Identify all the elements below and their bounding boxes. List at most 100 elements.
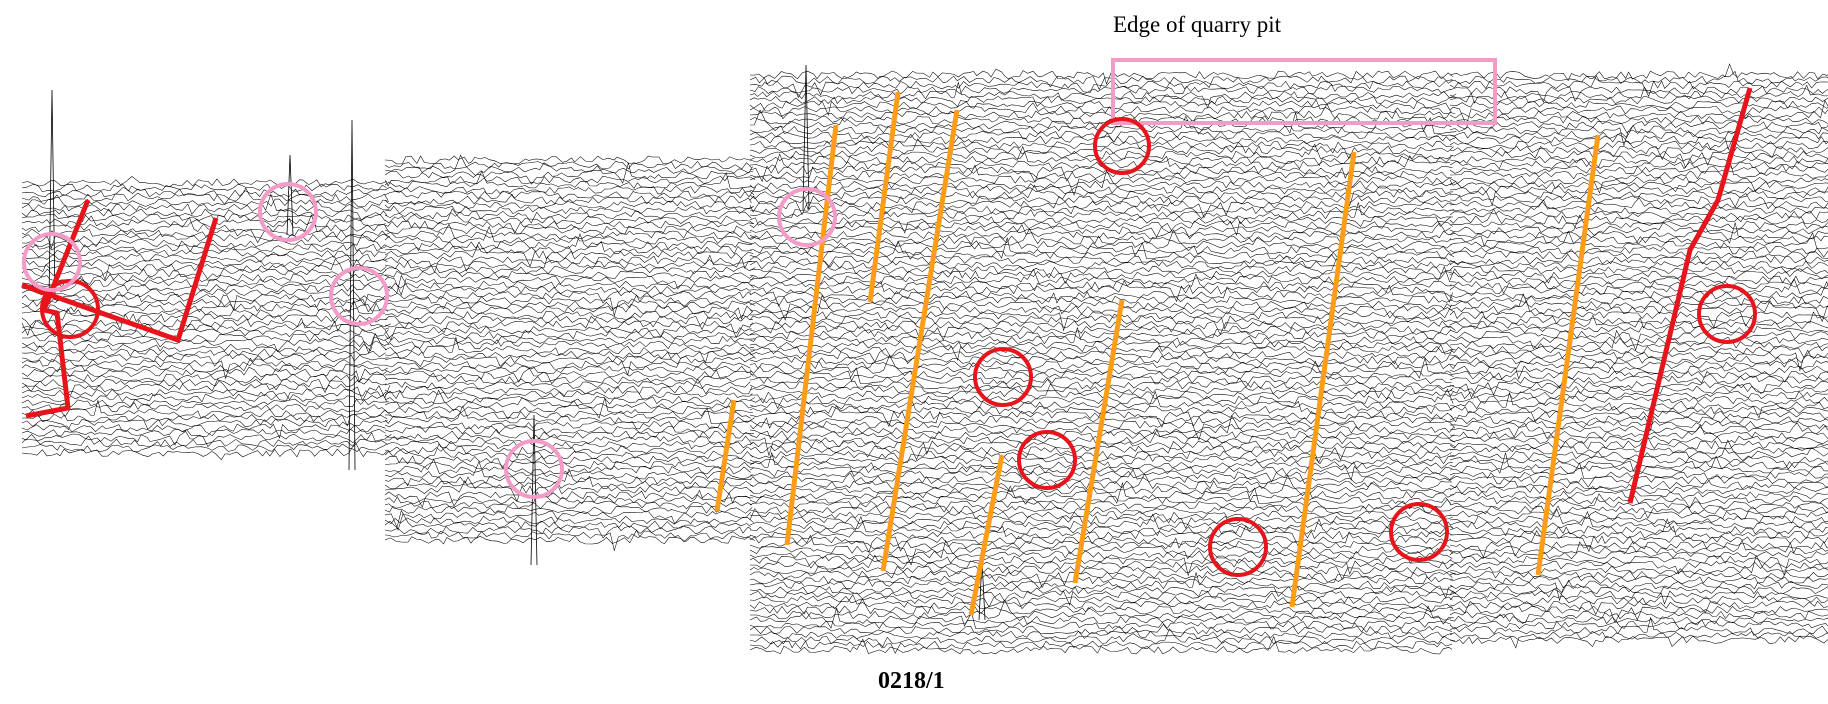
trace-line [1449, 125, 1828, 147]
trace-line [384, 355, 755, 368]
trace-line [384, 270, 754, 279]
trace-line [384, 193, 752, 205]
trace-line [384, 325, 752, 341]
trace-line [749, 237, 1451, 260]
trace-line [1449, 493, 1828, 510]
trace-line [21, 176, 388, 188]
orange-line-1 [714, 399, 737, 512]
trace-line [749, 409, 1454, 429]
trace-line [1449, 595, 1828, 606]
trace-line [1449, 635, 1828, 648]
trace-line [749, 360, 1456, 370]
trace-line [1449, 614, 1828, 625]
trace-line [21, 423, 386, 439]
trace-line [1449, 415, 1828, 431]
trace-line [384, 420, 751, 433]
trace-line [1449, 600, 1828, 616]
trace-line [749, 260, 1451, 270]
trace-line [749, 385, 1454, 395]
trace-line [1449, 325, 1828, 335]
orange-line-5 [968, 454, 1005, 616]
trace-line [384, 360, 751, 376]
trace-line [384, 225, 752, 235]
trace-line [21, 353, 389, 367]
trace-line [1449, 350, 1828, 372]
trace-line [1449, 214, 1828, 236]
trace-line [21, 299, 386, 324]
trace-line [1449, 95, 1828, 105]
trace-line [749, 465, 1453, 481]
trace-line [384, 185, 757, 198]
trace-line [21, 318, 391, 336]
trace-line [1449, 63, 1828, 82]
trace-line [749, 585, 1456, 598]
red-circle-5 [1208, 517, 1268, 577]
trace-line [21, 297, 391, 313]
trace-line [21, 418, 388, 431]
trace-line [21, 234, 387, 250]
trace-line [21, 392, 387, 403]
trace-line [1449, 146, 1828, 169]
trace-line [1449, 70, 1828, 85]
trace-line [749, 340, 1452, 353]
trace-line [749, 598, 1453, 615]
trace-line [21, 273, 389, 285]
trace-line [384, 389, 755, 411]
trace-line [749, 566, 1456, 589]
trace-line [749, 240, 1455, 260]
trace-line [749, 498, 1452, 513]
pink-circle-4 [777, 187, 837, 247]
trace-line [384, 510, 752, 531]
trace-line [1449, 380, 1828, 399]
trace-line [749, 513, 1454, 530]
trace-line [749, 169, 1452, 190]
trace-line [749, 265, 1457, 285]
trace-line [1449, 560, 1828, 575]
trace-line [384, 220, 755, 234]
trace-line [749, 133, 1451, 145]
trace-line [749, 79, 1453, 99]
quarry-pit-label: Edge of quarry pit [1113, 12, 1281, 37]
quarry-pit-outline [1111, 58, 1497, 125]
trace-line [1449, 554, 1828, 575]
trace-line [1449, 278, 1828, 295]
trace-line [1449, 490, 1828, 500]
trace-line [1449, 268, 1828, 285]
trace-line [1450, 601, 1828, 624]
trace-line [384, 190, 755, 200]
trace-line [749, 202, 1454, 220]
trace-line [1449, 268, 1828, 284]
trace-line [384, 245, 754, 268]
trace-line [384, 509, 751, 530]
trace-line [749, 635, 1453, 655]
trace-line [1449, 245, 1828, 258]
trace-line [21, 432, 389, 448]
trace-line [21, 443, 386, 453]
trace-spike [348, 119, 356, 471]
trace-line [1449, 575, 1828, 589]
trace-line [384, 490, 751, 508]
trace-line [749, 345, 1456, 361]
trace-line [21, 428, 386, 437]
trace-line [749, 605, 1452, 629]
trace-line [749, 429, 1456, 457]
trace-line [749, 175, 1456, 196]
trace-line [1449, 210, 1828, 223]
trace-line [21, 431, 392, 448]
trace-line [749, 100, 1452, 116]
trace-line [21, 293, 387, 312]
trace-line [1449, 120, 1828, 134]
trace-line [1449, 85, 1828, 103]
trace-line [749, 140, 1453, 154]
trace-line [21, 228, 388, 244]
trace-line [384, 395, 756, 405]
trace-line [749, 222, 1451, 240]
trace-line [384, 530, 751, 552]
trace-line [384, 443, 753, 460]
trace-line [1449, 311, 1828, 329]
trace-line [1449, 384, 1828, 395]
trace-line [1449, 208, 1828, 225]
trace-line [384, 515, 754, 525]
trace-line [1449, 314, 1828, 330]
trace-line [749, 138, 1454, 159]
